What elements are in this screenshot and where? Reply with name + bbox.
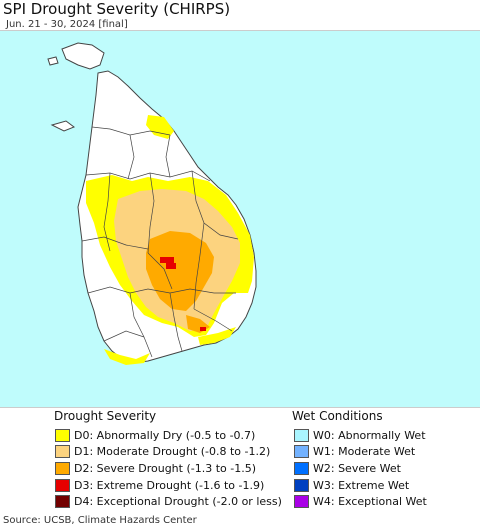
- legend-swatch: [55, 495, 70, 509]
- legend-label: D0: Abnormally Dry (-0.5 to -0.7): [74, 428, 256, 442]
- legend-label: D1: Moderate Drought (-0.8 to -1.2): [74, 445, 271, 459]
- legend-item-w4: W4: Exceptional Wet: [294, 493, 427, 510]
- legend-swatch: [55, 445, 70, 459]
- legend-label: W0: Abnormally Wet: [313, 428, 426, 442]
- legend-item-d3: D3: Extreme Drought (-1.6 to -1.9): [55, 477, 282, 494]
- d3-drought-areas: [160, 257, 206, 331]
- district-boundaries: [81, 126, 239, 358]
- wet-legend-heading: Wet Conditions: [292, 409, 383, 423]
- legend-label: W3: Extreme Wet: [313, 478, 410, 492]
- map-title: SPI Drought Severity (CHIRPS): [3, 0, 231, 18]
- drought-legend: D0: Abnormally Dry (-0.5 to -0.7) D1: Mo…: [55, 427, 282, 510]
- legend-label: W4: Exceptional Wet: [313, 495, 427, 509]
- legend-item-w0: W0: Abnormally Wet: [294, 427, 427, 444]
- drought-legend-heading: Drought Severity: [54, 409, 157, 423]
- legend-label: D2: Severe Drought (-1.3 to -1.5): [74, 461, 257, 475]
- legend-label: D3: Extreme Drought (-1.6 to -1.9): [74, 478, 265, 492]
- legend-swatch: [55, 461, 70, 475]
- legend-item-w1: W1: Moderate Wet: [294, 444, 427, 461]
- legend-item-d1: D1: Moderate Drought (-0.8 to -1.2): [55, 444, 282, 461]
- legend-label: W1: Moderate Wet: [313, 445, 416, 459]
- legend-swatch: [55, 478, 70, 492]
- legend-swatch: [294, 495, 309, 509]
- source-credit: Source: UCSB, Climate Hazards Center: [3, 515, 197, 526]
- legend-label: W2: Severe Wet: [313, 461, 401, 475]
- map-panel: [0, 30, 480, 408]
- legend-swatch: [294, 461, 309, 475]
- legend-swatch: [294, 445, 309, 459]
- legend-label: D4: Exceptional Drought (-2.0 or less): [74, 495, 282, 509]
- legend-swatch: [294, 428, 309, 442]
- legend-item-d4: D4: Exceptional Drought (-2.0 or less): [55, 493, 282, 510]
- legend-item-d2: D2: Severe Drought (-1.3 to -1.5): [55, 460, 282, 477]
- jaffna-peninsula: [61, 42, 105, 70]
- legend-swatch: [55, 428, 70, 442]
- legend-swatch: [294, 478, 309, 492]
- legend-item-w2: W2: Severe Wet: [294, 460, 427, 477]
- wet-legend: W0: Abnormally Wet W1: Moderate Wet W2: …: [294, 427, 427, 510]
- legend-item-d0: D0: Abnormally Dry (-0.5 to -0.7): [55, 427, 282, 444]
- sri-lanka-map: [47, 42, 257, 365]
- map-subtitle: Jun. 21 - 30, 2024 [final]: [6, 19, 128, 30]
- mannar-island: [50, 120, 76, 132]
- legend-item-w3: W3: Extreme Wet: [294, 477, 427, 494]
- north-islet: [47, 56, 59, 66]
